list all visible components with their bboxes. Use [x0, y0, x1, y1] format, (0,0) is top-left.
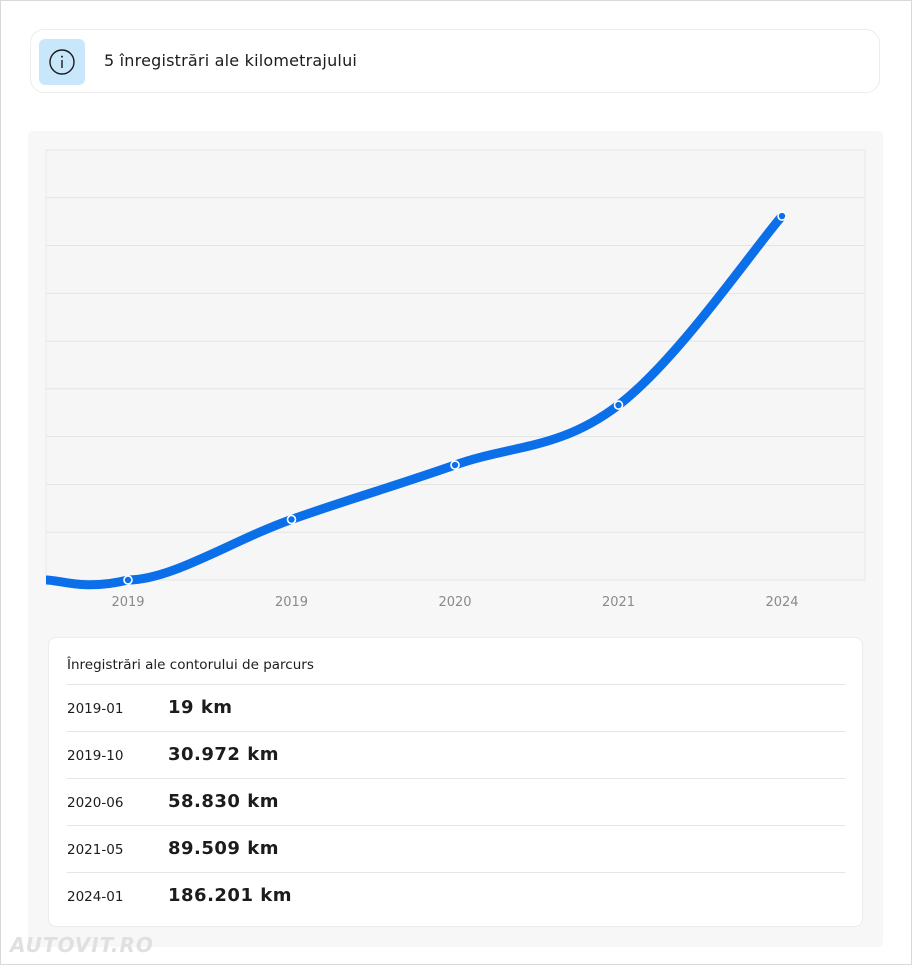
data-point: [123, 575, 133, 585]
records-title: Înregistrări ale contorului de parcurs: [67, 657, 314, 673]
record-row: 2024-01 186.201 km: [67, 872, 845, 920]
info-title: 5 înregistrări ale kilometrajului: [104, 51, 358, 70]
x-tick-label: 2021: [602, 595, 635, 610]
info-icon: [39, 39, 85, 85]
record-date: 2020-06: [67, 795, 124, 811]
x-tick-label: 2019: [275, 595, 308, 610]
record-row: 2019-01 19 km: [67, 684, 845, 732]
x-tick-label: 2019: [111, 595, 144, 610]
info-card: 5 înregistrări ale kilometrajului: [30, 29, 880, 93]
record-row: 2021-05 89.509 km: [67, 825, 845, 873]
record-row: 2019-10 30.972 km: [67, 731, 845, 779]
record-km: 58.830 km: [168, 791, 279, 812]
watermark-logo: AUTOVIT.RO: [10, 933, 154, 957]
record-km: 186.201 km: [168, 885, 292, 906]
record-date: 2019-01: [67, 701, 124, 717]
plot-area: [45, 149, 866, 581]
record-date: 2019-10: [67, 748, 124, 764]
records-card: Înregistrări ale contorului de parcurs 2…: [48, 637, 863, 927]
record-date: 2021-05: [67, 842, 124, 858]
data-point: [286, 514, 297, 525]
record-row: 2020-06 58.830 km: [67, 778, 845, 826]
record-km: 89.509 km: [168, 838, 279, 859]
data-point: [450, 460, 460, 470]
x-tick-label: 2024: [765, 595, 798, 610]
record-date: 2024-01: [67, 889, 124, 905]
x-tick-label: 2020: [438, 595, 471, 610]
record-km: 19 km: [168, 697, 233, 718]
data-point: [777, 211, 787, 221]
data-point: [613, 400, 624, 410]
record-km: 30.972 km: [168, 744, 279, 765]
mileage-panel: 2019 2019 2020 2021 2024 Înregistrări ale co…: [28, 131, 883, 947]
mileage-chart: 2019 2019 2020 2021 2024: [45, 149, 866, 610]
